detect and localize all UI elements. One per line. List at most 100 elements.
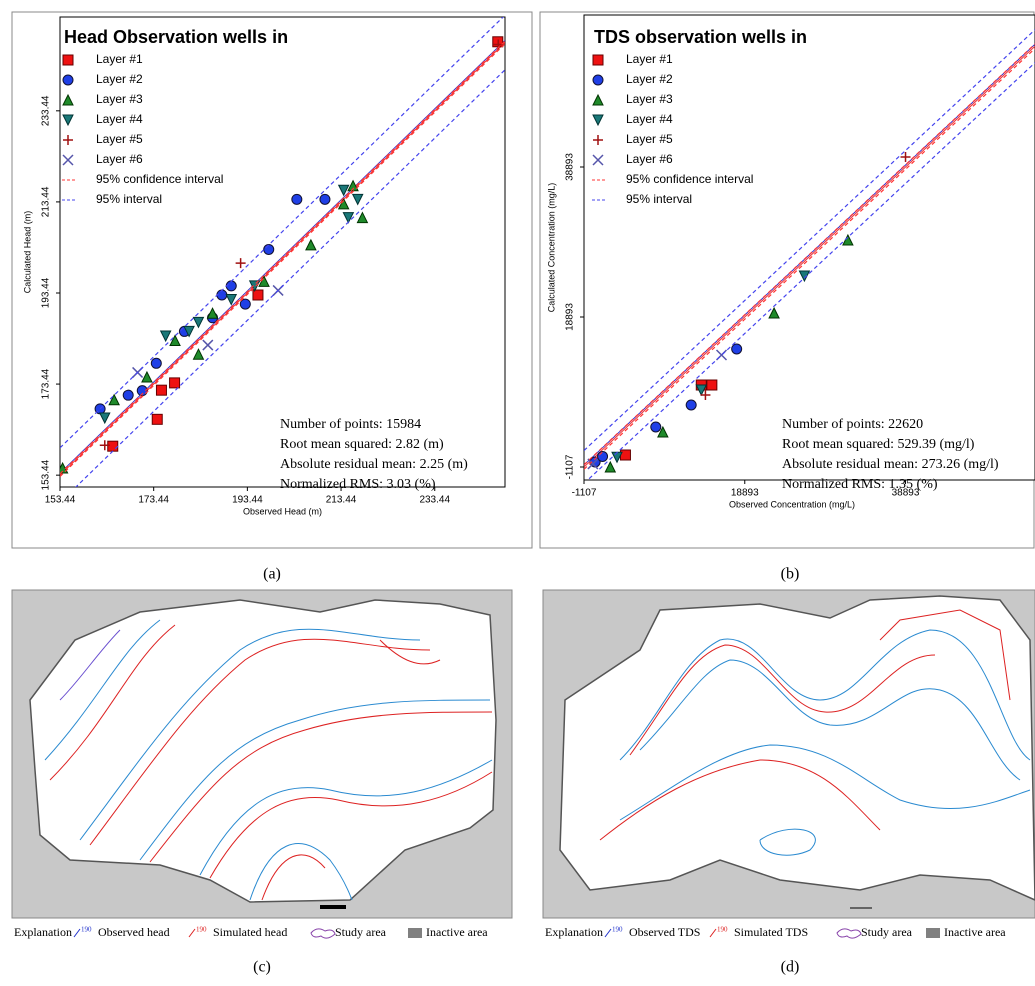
legend-swatch [310, 928, 336, 939]
legend-swatch [73, 928, 81, 938]
legend-swatch [593, 135, 603, 145]
point [169, 377, 181, 389]
y-tick-label: 233.44 [41, 95, 52, 126]
y-tick-label: 18893 [565, 303, 576, 331]
annotation: Absolute residual mean: 273.26 (mg/l) [782, 457, 999, 472]
point [695, 384, 708, 397]
point [151, 413, 163, 425]
legend-label: Layer #4 [96, 112, 143, 126]
point [216, 289, 228, 301]
point [291, 193, 303, 205]
annotation: Normalized RMS: 1.35 (%) [782, 477, 938, 492]
legend-label: Layer #4 [626, 112, 673, 126]
x-tick-label: 193.44 [232, 495, 263, 506]
point [150, 357, 162, 369]
point [206, 307, 219, 319]
annotation: Absolute residual mean: 2.25 (m) [280, 457, 468, 472]
legend-title: Explanation [545, 925, 603, 939]
x-tick-label: 213.44 [326, 495, 357, 506]
legend-swatch [836, 928, 862, 939]
legend-label: Layer #6 [96, 152, 143, 166]
legend-swatch [592, 114, 604, 127]
point [619, 449, 631, 461]
legend-label: Layer #5 [96, 132, 143, 146]
y-tick-label: -1107 [565, 454, 576, 479]
point [136, 385, 148, 397]
point [347, 179, 359, 192]
point [169, 334, 181, 347]
legend-label: Inactive area [426, 925, 488, 939]
x-tick-label: 38893 [892, 488, 920, 499]
point [192, 348, 205, 360]
annotation: Number of points: 22620 [782, 417, 923, 432]
scale-bar [320, 905, 346, 909]
point [900, 152, 911, 163]
map-d [542, 589, 1035, 919]
point [239, 298, 251, 310]
legend-label: 95% confidence interval [626, 172, 753, 186]
caption: (c) [253, 959, 271, 976]
legend-swatch [604, 928, 612, 938]
legend-label: Layer #5 [626, 132, 673, 146]
plot-content [584, 29, 1035, 480]
point [202, 339, 214, 351]
legend-swatch [926, 928, 940, 938]
annotation: Root mean squared: 2.82 (m) [280, 437, 444, 452]
annotation: Root mean squared: 529.39 (mg/l) [782, 437, 975, 452]
legend-swatch [592, 93, 604, 106]
legend-label: Layer #1 [96, 52, 143, 66]
y-tick-label: 213.44 [41, 186, 52, 217]
study-area [29, 599, 497, 903]
point [108, 393, 120, 406]
point [356, 211, 369, 224]
legend-label: Layer #6 [626, 152, 673, 166]
point [597, 450, 609, 462]
point [305, 238, 317, 251]
annotation: Normalized RMS: 3.03 (%) [280, 477, 436, 492]
point [650, 421, 662, 433]
legend-label: Simulated TDS [734, 925, 808, 939]
point [98, 412, 111, 425]
point [685, 399, 697, 411]
contours [599, 609, 1031, 856]
interval-line [584, 29, 1035, 480]
point [99, 440, 110, 451]
legend-swatch [62, 54, 74, 66]
x-tick-label: -1107 [572, 488, 597, 499]
point [225, 280, 237, 292]
point [342, 212, 355, 224]
plot-area [583, 14, 1035, 481]
point [122, 389, 134, 401]
point [141, 370, 153, 383]
legend-swatch [408, 928, 422, 938]
point [248, 280, 261, 293]
legend-label: Simulated head [213, 925, 287, 939]
y-axis-label: Calculated Concentration (mg/L) [546, 183, 556, 313]
point [731, 343, 743, 355]
x-tick-label: 18893 [731, 488, 759, 499]
annotation: Number of points: 15984 [280, 417, 421, 432]
map-c [11, 589, 513, 919]
point [263, 243, 275, 255]
y-tick-label: 193.44 [41, 277, 52, 308]
legend-swatch [62, 114, 74, 127]
plot-content [60, 17, 505, 487]
point [700, 389, 711, 400]
point [337, 197, 350, 210]
legend-label: Study area [335, 925, 387, 939]
legend-label: Layer #3 [626, 92, 673, 106]
interval-line [584, 43, 1035, 470]
legend-label: Layer #1 [626, 52, 673, 66]
point [706, 379, 718, 391]
legend-swatch [63, 135, 73, 145]
panel-frame [11, 11, 533, 549]
point [657, 425, 669, 438]
point [155, 384, 167, 396]
point [604, 460, 617, 473]
caption: (b) [781, 566, 800, 583]
contours [44, 619, 493, 901]
reference-line [584, 45, 1035, 468]
legend-label: 95% interval [626, 192, 692, 206]
point [337, 184, 350, 197]
legend-label: Layer #2 [96, 72, 143, 86]
